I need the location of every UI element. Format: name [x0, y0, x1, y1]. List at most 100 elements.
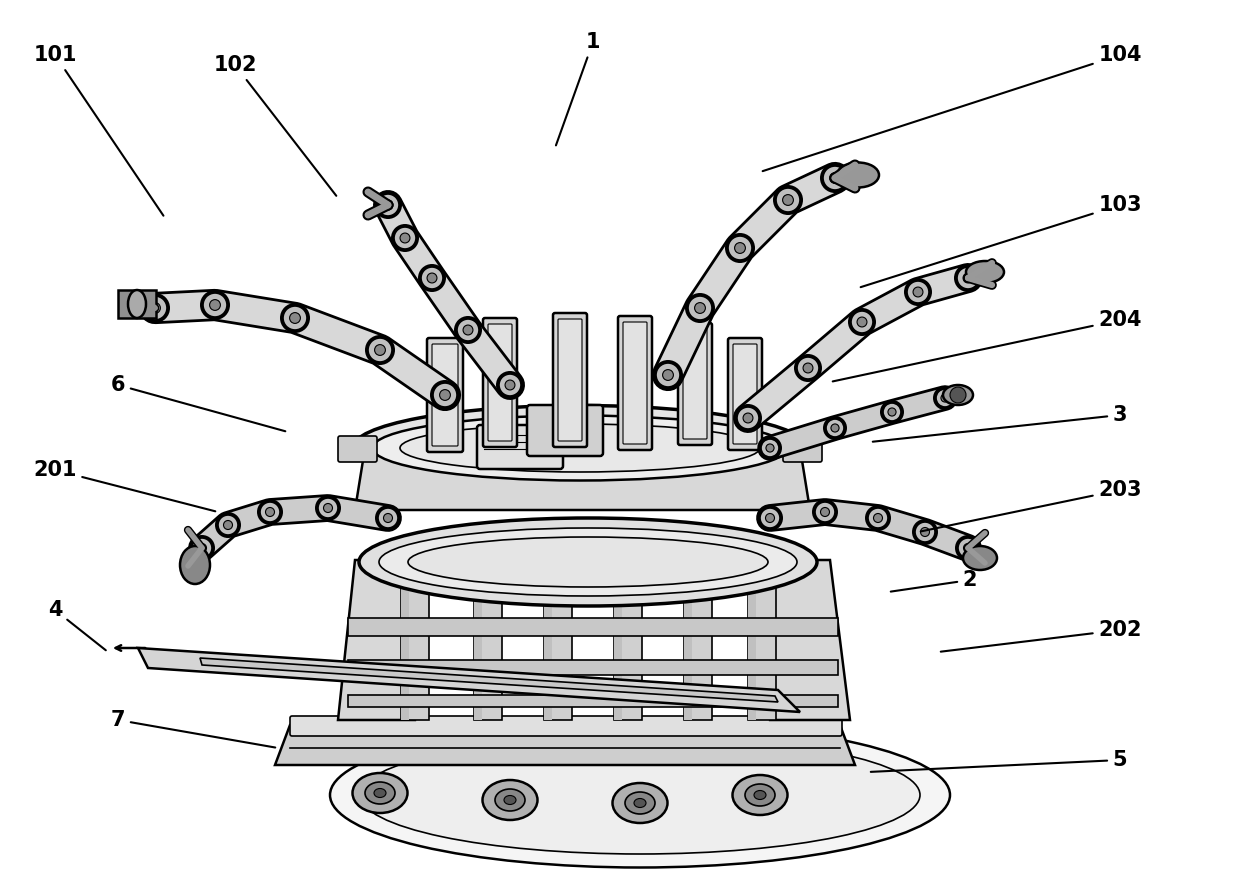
FancyBboxPatch shape: [783, 436, 821, 462]
Circle shape: [913, 287, 923, 297]
Circle shape: [280, 303, 310, 333]
Circle shape: [815, 502, 835, 522]
Circle shape: [940, 394, 949, 402]
Circle shape: [963, 273, 973, 283]
Circle shape: [883, 403, 901, 421]
FancyBboxPatch shape: [488, 324, 512, 441]
Circle shape: [218, 515, 238, 535]
Polygon shape: [750, 560, 850, 720]
Ellipse shape: [373, 416, 788, 480]
Circle shape: [430, 380, 460, 410]
Text: 3: 3: [872, 405, 1127, 442]
Circle shape: [757, 505, 783, 531]
Ellipse shape: [353, 406, 808, 490]
Circle shape: [374, 345, 385, 356]
Circle shape: [912, 519, 938, 545]
Circle shape: [955, 535, 981, 561]
Circle shape: [199, 290, 230, 320]
Circle shape: [142, 296, 167, 320]
Polygon shape: [199, 658, 778, 702]
Circle shape: [663, 370, 674, 381]
Circle shape: [761, 439, 779, 457]
Circle shape: [688, 296, 712, 320]
Circle shape: [499, 374, 522, 396]
Text: 2: 2: [891, 570, 978, 591]
Bar: [544, 560, 553, 720]
Circle shape: [950, 387, 966, 403]
Circle shape: [847, 308, 876, 336]
Circle shape: [830, 173, 840, 184]
Circle shape: [823, 166, 847, 190]
Circle shape: [954, 264, 983, 292]
Ellipse shape: [374, 788, 387, 797]
Ellipse shape: [963, 546, 997, 570]
Circle shape: [773, 185, 803, 215]
Text: 104: 104: [763, 45, 1142, 171]
Circle shape: [378, 508, 398, 528]
Text: 7: 7: [110, 710, 275, 747]
Circle shape: [735, 243, 746, 254]
Circle shape: [203, 293, 227, 317]
Circle shape: [803, 363, 813, 373]
Circle shape: [921, 528, 929, 537]
FancyBboxPatch shape: [290, 716, 843, 736]
Circle shape: [392, 224, 419, 252]
Circle shape: [318, 498, 338, 518]
Circle shape: [457, 319, 479, 341]
Ellipse shape: [755, 790, 766, 799]
Bar: [401, 560, 429, 720]
Polygon shape: [138, 648, 800, 712]
Ellipse shape: [482, 780, 538, 820]
Circle shape: [383, 200, 393, 210]
Ellipse shape: [379, 528, 797, 596]
Ellipse shape: [966, 261, 1004, 283]
Bar: [748, 560, 776, 720]
FancyBboxPatch shape: [432, 344, 458, 446]
Circle shape: [729, 236, 752, 260]
Circle shape: [384, 513, 393, 522]
Circle shape: [812, 499, 838, 525]
Text: 204: 204: [833, 310, 1142, 382]
Circle shape: [190, 535, 216, 561]
Ellipse shape: [838, 162, 878, 187]
Circle shape: [935, 389, 954, 407]
Circle shape: [265, 507, 275, 516]
Circle shape: [857, 317, 867, 327]
Text: 203: 203: [921, 480, 1142, 531]
Circle shape: [820, 507, 829, 516]
Circle shape: [760, 508, 781, 528]
Bar: [475, 560, 502, 720]
Bar: [118, 290, 156, 318]
Circle shape: [375, 505, 401, 531]
Circle shape: [432, 383, 457, 407]
Circle shape: [851, 311, 873, 333]
FancyBboxPatch shape: [678, 323, 712, 445]
Text: 1: 1: [556, 32, 600, 145]
Circle shape: [907, 281, 929, 303]
Text: 5: 5: [871, 750, 1127, 771]
Circle shape: [794, 354, 821, 382]
Bar: [348, 695, 838, 707]
Ellipse shape: [366, 782, 395, 804]
FancyBboxPatch shape: [683, 329, 707, 439]
Circle shape: [888, 408, 896, 416]
Text: 4: 4: [48, 600, 105, 650]
Ellipse shape: [361, 736, 921, 854]
Bar: [684, 560, 712, 720]
Bar: [615, 560, 642, 720]
Text: 102: 102: [213, 55, 336, 196]
Text: 202: 202: [940, 620, 1142, 651]
Circle shape: [865, 505, 891, 531]
Circle shape: [766, 444, 774, 452]
Circle shape: [933, 386, 957, 410]
Circle shape: [733, 404, 762, 432]
Bar: [684, 560, 693, 720]
Circle shape: [695, 303, 705, 314]
Circle shape: [377, 194, 399, 216]
Circle shape: [223, 521, 233, 530]
FancyBboxPatch shape: [477, 425, 563, 469]
Circle shape: [758, 436, 782, 460]
Circle shape: [260, 502, 280, 522]
Bar: [348, 660, 838, 675]
Circle shape: [197, 544, 207, 553]
